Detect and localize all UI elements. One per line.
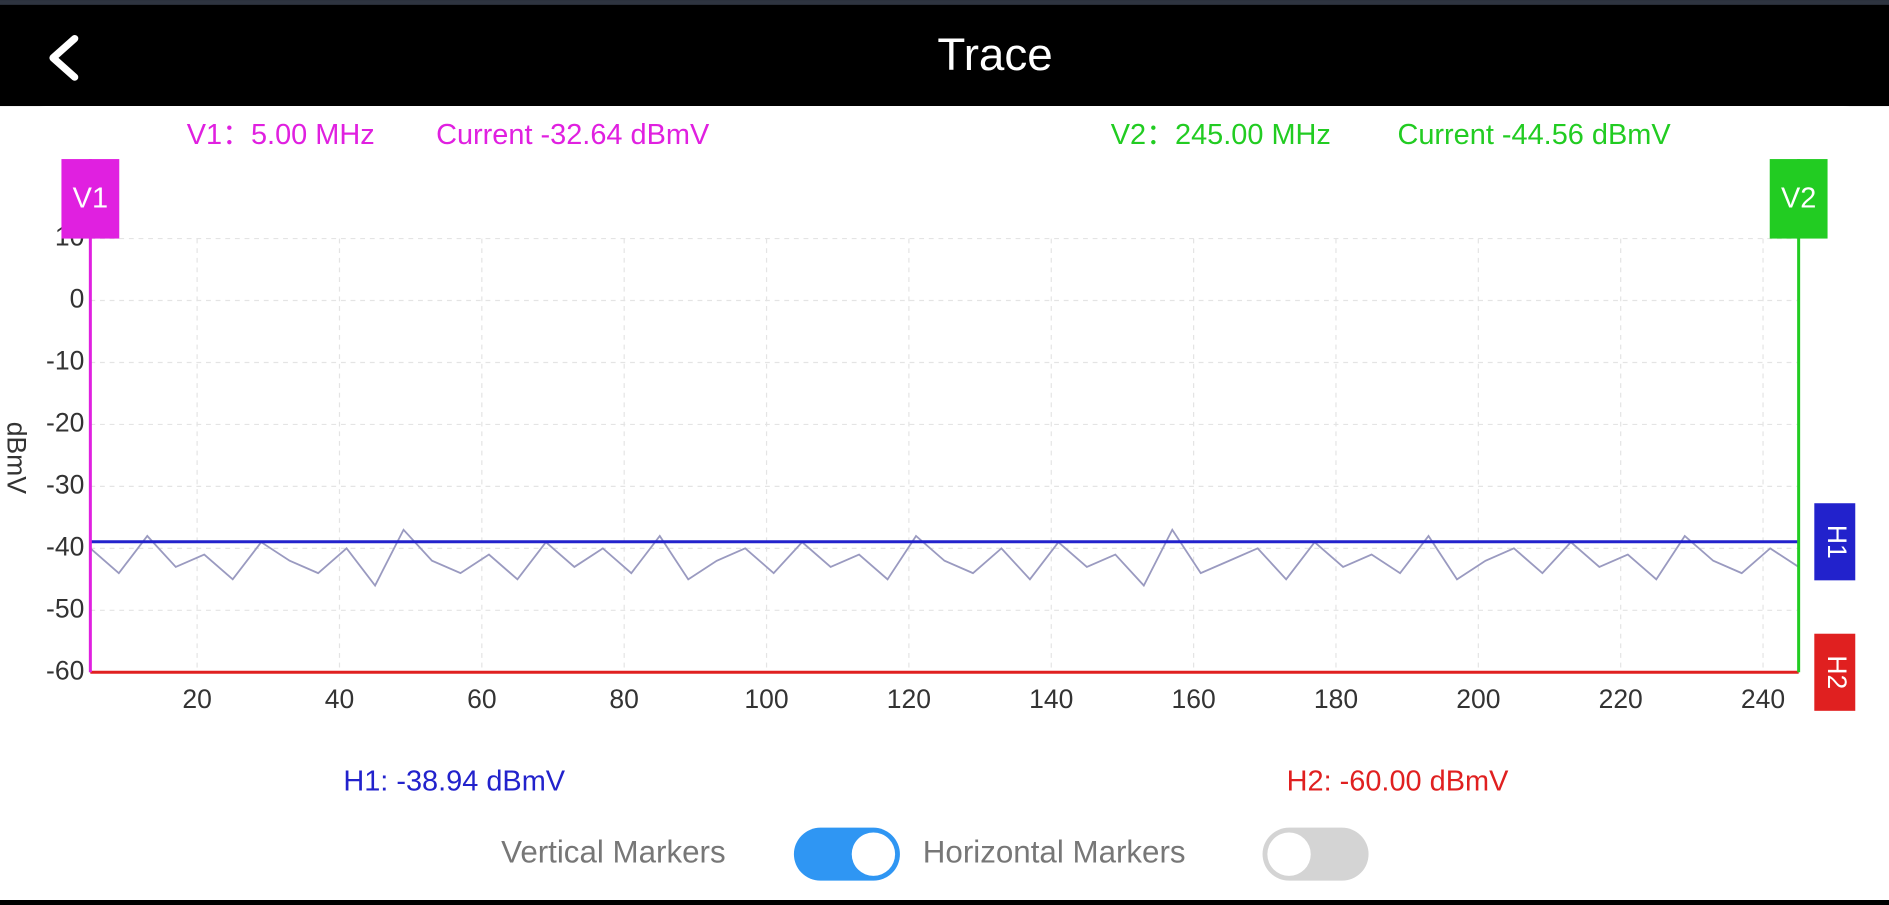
x-tick-label: 60 bbox=[467, 684, 496, 714]
v-marker-tag-label: V1 bbox=[73, 183, 108, 215]
v-marker-readout: V1：5.00 MHz bbox=[187, 119, 375, 151]
h-marker-tag-label: H2 bbox=[1822, 655, 1852, 689]
v-marker-tag-label: V2 bbox=[1781, 183, 1816, 215]
h-marker-readout: H2: -60.00 dBmV bbox=[1287, 766, 1509, 798]
y-tick-label: -40 bbox=[46, 531, 84, 561]
y-tick-label: -20 bbox=[46, 407, 84, 437]
trace-line bbox=[89, 527, 1800, 588]
y-tick-label: -60 bbox=[46, 655, 84, 685]
toggle-label: Vertical Markers bbox=[501, 834, 725, 869]
x-tick-label: 80 bbox=[609, 684, 638, 714]
x-tick-label: 180 bbox=[1314, 684, 1358, 714]
v-marker-current: Current -32.64 dBmV bbox=[436, 119, 710, 151]
y-tick-label: -30 bbox=[46, 469, 84, 499]
card bbox=[0, 106, 1889, 905]
v-marker-tag bbox=[1769, 159, 1828, 239]
x-tick-label: 220 bbox=[1599, 684, 1643, 714]
status-strip bbox=[0, 0, 1889, 5]
x-tick-label: 120 bbox=[887, 684, 931, 714]
x-tick-label: 160 bbox=[1172, 684, 1216, 714]
x-tick-label: 140 bbox=[1029, 684, 1073, 714]
h-marker-tag bbox=[1814, 633, 1856, 711]
toggle-knob[interactable] bbox=[851, 832, 896, 876]
x-tick-label: 20 bbox=[182, 684, 211, 714]
h-marker-readout: H1: -38.94 dBmV bbox=[343, 766, 565, 798]
h-marker-tag-label: H1 bbox=[1822, 525, 1852, 559]
y-tick-label: -50 bbox=[46, 593, 84, 623]
toggle-knob[interactable] bbox=[1267, 832, 1311, 876]
y-tick-label: -10 bbox=[46, 345, 84, 375]
x-tick-label: 200 bbox=[1456, 684, 1500, 714]
y-axis-label: dBmV bbox=[1, 422, 31, 494]
x-tick-label: 100 bbox=[744, 684, 788, 714]
v-marker-tag bbox=[61, 159, 120, 239]
y-tick-label: 0 bbox=[70, 284, 85, 314]
header-title: Trace bbox=[937, 29, 1052, 80]
v-marker-readout: V2：245.00 MHz bbox=[1111, 119, 1331, 151]
card-top bbox=[0, 106, 1889, 155]
back-button[interactable] bbox=[49, 34, 79, 81]
toggle-label: Horizontal Markers bbox=[923, 834, 1186, 869]
v-marker-current: Current -44.56 dBmV bbox=[1397, 119, 1671, 151]
x-tick-label: 240 bbox=[1741, 684, 1785, 714]
h-marker-tag bbox=[1814, 503, 1856, 581]
x-tick-label: 40 bbox=[325, 684, 354, 714]
